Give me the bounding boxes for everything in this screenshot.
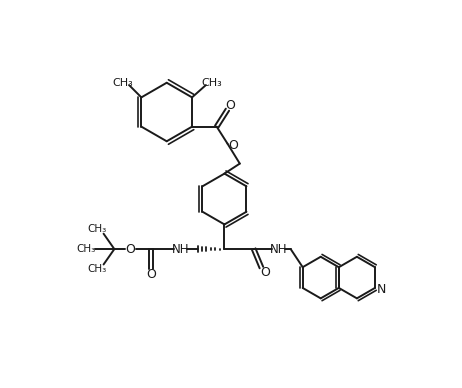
Text: NH: NH [270,242,287,256]
Text: O: O [146,268,156,281]
Text: O: O [228,139,238,152]
Text: CH₃: CH₃ [76,244,96,254]
Text: O: O [225,99,236,112]
Text: NH: NH [172,242,189,256]
Text: CH₃: CH₃ [88,264,107,274]
Text: CH₃: CH₃ [113,78,133,88]
Text: N: N [377,283,386,296]
Text: CH₃: CH₃ [202,78,222,88]
Text: O: O [260,266,270,279]
Text: O: O [126,242,135,256]
Text: CH₃: CH₃ [88,224,107,234]
